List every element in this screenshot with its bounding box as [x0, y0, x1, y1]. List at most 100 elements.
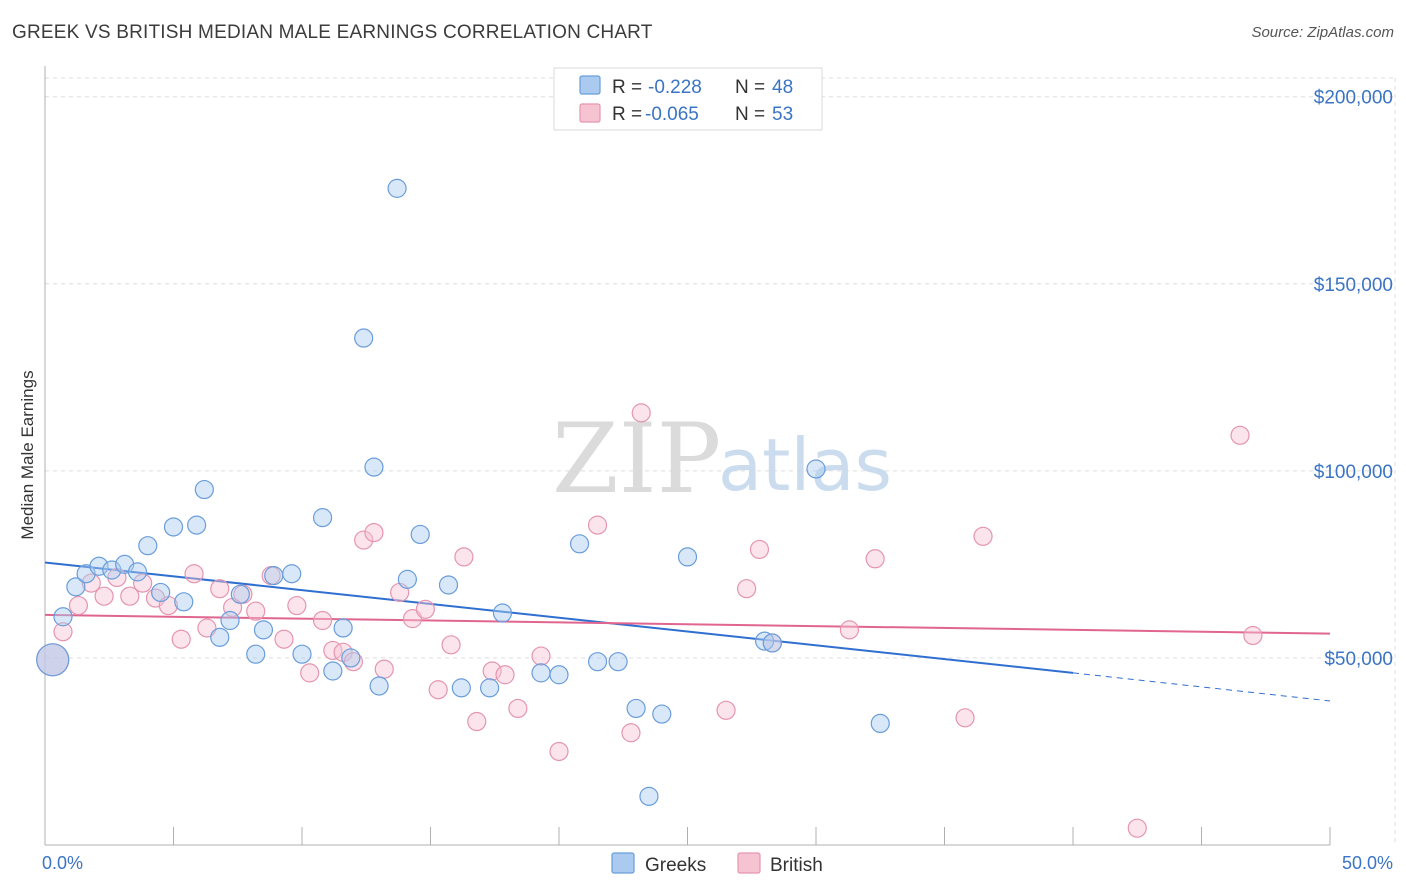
greeks-point	[480, 678, 500, 698]
greeks-point	[806, 459, 826, 479]
british-point	[454, 547, 474, 567]
greeks-point	[138, 536, 158, 556]
british-point	[184, 564, 204, 584]
greeks-point	[762, 633, 782, 653]
greeks-point	[369, 676, 389, 696]
british-point	[300, 663, 320, 683]
british-point	[68, 595, 89, 616]
series-legend: Greeks British	[611, 852, 823, 876]
x-tick-label-max: 50.0%	[1342, 853, 1393, 873]
british-point	[737, 579, 757, 599]
greeks-trend-line-extension	[1072, 672, 1331, 702]
greeks-point	[333, 618, 353, 638]
greeks-points	[36, 178, 890, 806]
greeks-point	[163, 517, 184, 537]
british-point	[865, 549, 885, 569]
british-point	[621, 723, 641, 743]
british-point	[839, 620, 860, 640]
y-tick-label: $150,000	[1314, 275, 1393, 296]
greeks-point	[292, 644, 312, 664]
watermark-zip: ZIP	[552, 403, 721, 515]
greeks-point	[410, 524, 430, 545]
british-point	[441, 635, 461, 655]
british-point	[374, 659, 394, 679]
trend-lines	[44, 561, 1331, 702]
greeks-point	[282, 564, 302, 584]
british-point	[415, 599, 435, 619]
british-point	[631, 403, 651, 423]
legend-greeks-n-label: N =	[735, 77, 765, 98]
greeks-point	[754, 631, 775, 651]
greeks-point	[151, 582, 171, 603]
greeks-point	[194, 479, 214, 500]
greeks-point	[364, 457, 384, 477]
british-point	[364, 522, 384, 543]
british-point	[531, 646, 551, 666]
greeks-point	[127, 562, 148, 582]
legend-british-swatch	[579, 103, 601, 123]
greeks-point	[210, 627, 230, 647]
british-point	[587, 515, 608, 535]
greeks-point	[246, 644, 266, 664]
british-point	[246, 601, 266, 621]
greeks-point	[652, 704, 672, 724]
greeks-point	[230, 584, 250, 604]
greeks-point	[66, 577, 86, 597]
watermark: ZIP atlas	[552, 403, 892, 515]
british-point	[81, 573, 101, 593]
greeks-point	[587, 652, 608, 672]
british-point	[274, 629, 294, 649]
greeks-point	[626, 698, 646, 719]
british-trend-line	[44, 613, 1331, 635]
british-point	[94, 586, 114, 606]
british-point	[716, 700, 736, 720]
legend-greeks-r-label: R =	[612, 77, 642, 98]
greeks-point	[264, 566, 284, 586]
legend-british-r-label: R =	[612, 104, 642, 125]
british-point	[1243, 625, 1263, 646]
chart-source: Source: ZipAtlas.com	[1251, 24, 1394, 41]
legend-greeks-swatch	[579, 75, 601, 95]
greeks-point	[608, 652, 628, 672]
british-point	[1127, 818, 1147, 838]
legend-british-r-value: -0.065	[645, 104, 699, 125]
british-point	[287, 595, 307, 616]
legend-greeks-r-value: -0.228	[648, 77, 702, 98]
greeks-point	[677, 547, 698, 567]
greeks-point	[323, 661, 343, 681]
greeks-point	[354, 328, 374, 348]
greeks-point	[387, 178, 407, 198]
greeks-point	[220, 610, 240, 631]
british-point	[197, 618, 217, 638]
x-tick-label-min: 0.0%	[42, 853, 83, 873]
british-point	[312, 610, 333, 631]
greeks-point	[341, 648, 361, 668]
legend-greeks-n-value: 48	[772, 77, 793, 98]
greeks-point	[174, 592, 194, 612]
y-axis-label: Median Male Earnings	[18, 370, 37, 539]
greeks-point	[451, 678, 471, 698]
chart-title: GREEK VS BRITISH MEDIAN MALE EARNINGS CO…	[12, 22, 653, 43]
y-tick-label: $50,000	[1324, 649, 1393, 670]
bottom-legend-greeks-swatch	[611, 852, 635, 874]
british-point	[53, 622, 73, 642]
greeks-point	[253, 620, 274, 640]
axes	[44, 66, 1331, 846]
greeks-point	[312, 508, 333, 528]
british-point	[508, 698, 528, 719]
british-point	[354, 530, 374, 550]
greeks-point	[438, 575, 459, 595]
bottom-legend-british-label: British	[770, 855, 823, 876]
british-point	[973, 526, 993, 546]
british-point	[482, 661, 502, 681]
y-tick-label: $200,000	[1314, 88, 1393, 109]
greeks-point	[397, 569, 417, 589]
greeks-point	[36, 643, 70, 677]
british-point	[120, 586, 140, 606]
british-point	[955, 708, 975, 728]
legend-british-n-value: 53	[772, 104, 793, 125]
british-point	[495, 665, 515, 685]
british-point	[549, 741, 569, 762]
greeks-point	[89, 556, 109, 576]
